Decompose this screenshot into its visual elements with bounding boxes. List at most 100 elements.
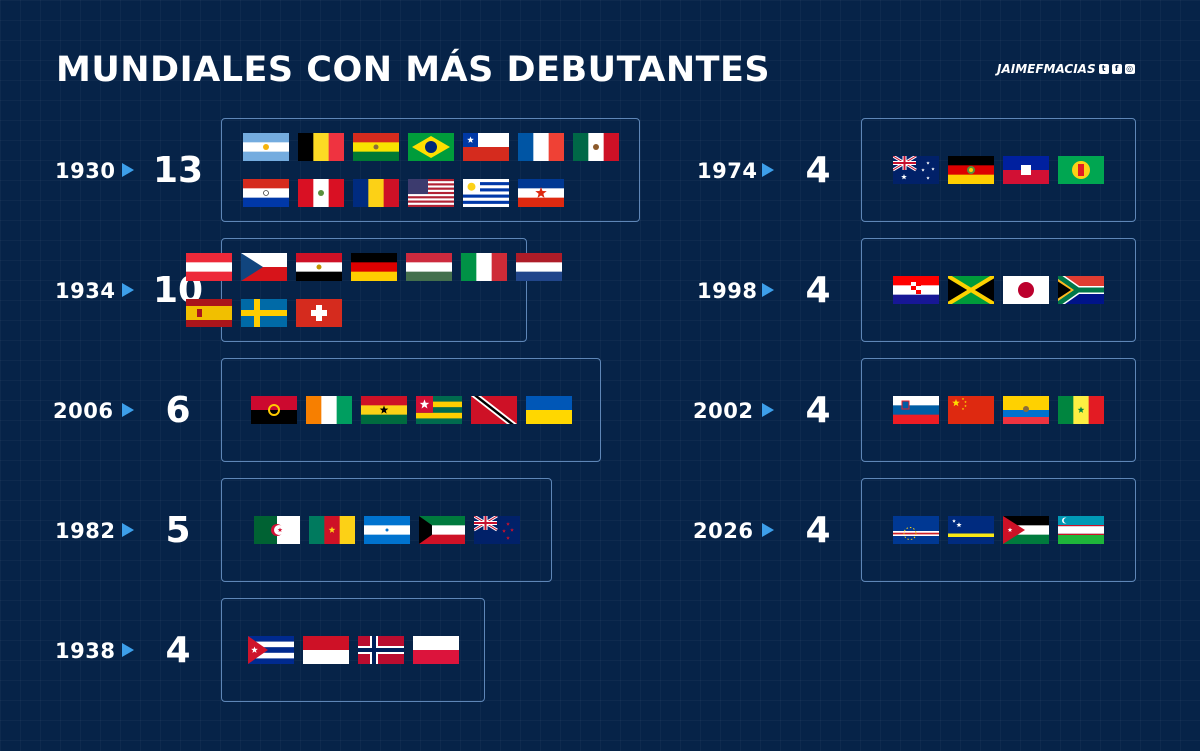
flag-curacao-icon (948, 516, 994, 544)
flag-bolivia-icon (353, 133, 399, 161)
debutant-count: 4 (805, 150, 831, 191)
flag-brazil-icon (408, 133, 454, 161)
flags-box (861, 358, 1136, 462)
year-label: 1982 (55, 519, 116, 543)
flag-romania-icon (353, 179, 399, 207)
arrow-right-icon (122, 403, 134, 417)
year-label: 1930 (55, 159, 116, 183)
flag-haiti-icon (1003, 156, 1049, 184)
flags-box (861, 478, 1136, 582)
year-label: 2006 (53, 399, 114, 423)
flag-uruguay-icon (463, 179, 509, 207)
flag-france-icon (518, 133, 564, 161)
flag-ivory-coast-icon (306, 396, 352, 424)
flags-box (221, 598, 485, 702)
flag-ecuador-icon (1003, 396, 1049, 424)
flag-croatia-icon (893, 276, 939, 304)
flag-angola-icon (251, 396, 297, 424)
year-row-2026: 2026 4 (0, 478, 1200, 584)
flag-trinidad-tobago-icon (471, 396, 517, 424)
flag-china-icon (948, 396, 994, 424)
flag-usa-icon (408, 179, 454, 207)
year-label: 2002 (693, 399, 754, 423)
debutant-count: 13 (152, 150, 204, 191)
flag-kuwait-icon (419, 516, 465, 544)
flag-hungary-icon (406, 253, 452, 281)
flag-chile-icon (463, 133, 509, 161)
flag-new-zealand-icon (474, 516, 520, 544)
flag-argentina-icon (243, 133, 289, 161)
debutant-count: 4 (805, 270, 831, 311)
year-row-2006: 2006 6 (0, 358, 1200, 464)
flags-box (221, 358, 601, 462)
flag-netherlands-icon (516, 253, 562, 281)
flags-box (221, 118, 640, 222)
flags-box (861, 238, 1136, 342)
arrow-right-icon (762, 163, 774, 177)
arrow-right-icon (762, 523, 774, 537)
year-row-1930: 1930 13 (0, 118, 1200, 224)
year-row-1938: 1938 4 (0, 598, 1200, 704)
flag-austria-icon (186, 253, 232, 281)
year-label: 1974 (697, 159, 758, 183)
brand-name: JAIMEFMACIAS (997, 62, 1096, 76)
year-label: 1998 (697, 279, 758, 303)
arrow-right-icon (122, 643, 134, 657)
flag-honduras-icon (364, 516, 410, 544)
flag-jamaica-icon (948, 276, 994, 304)
arrow-right-icon (122, 523, 134, 537)
page-title: MUNDIALES CON MÁS DEBUTANTES (56, 50, 771, 90)
instagram-icon[interactable]: ◎ (1124, 64, 1135, 74)
flag-yugoslavia-icon (518, 179, 564, 207)
debutant-count: 4 (805, 510, 831, 551)
flag-cameroon-icon (309, 516, 355, 544)
flag-slovenia-icon (893, 396, 939, 424)
year-row-2002: 2002 4 (0, 358, 1200, 464)
flag-south-africa-icon (1058, 276, 1104, 304)
year-row-1934: 1934 10 (0, 238, 1200, 344)
year-row-1998: 1998 4 (0, 238, 1200, 344)
arrow-right-icon (122, 283, 134, 297)
year-label: 1934 (55, 279, 116, 303)
flag-germany-icon (351, 253, 397, 281)
flag-switzerland-icon (296, 299, 342, 327)
flag-cape-verde-icon (893, 516, 939, 544)
debutant-count: 4 (165, 630, 191, 671)
arrow-right-icon (122, 163, 134, 177)
flag-spain-icon (186, 299, 232, 327)
arrow-right-icon (762, 283, 774, 297)
flag-czechoslovakia-icon (241, 253, 287, 281)
flag-belgium-icon (298, 133, 344, 161)
twitter-icon[interactable]: t (1098, 64, 1109, 74)
flag-togo-icon (416, 396, 462, 424)
flag-australia-icon (893, 156, 939, 184)
brand: JAIMEFMACIAS t f ◎ (997, 62, 1135, 76)
flag-peru-icon (298, 179, 344, 207)
flag-egypt-icon (296, 253, 342, 281)
flag-algeria-icon (254, 516, 300, 544)
flags-box (861, 118, 1136, 222)
flag-japan-icon (1003, 276, 1049, 304)
flag-ghana-icon (361, 396, 407, 424)
year-row-1982: 1982 5 (0, 478, 1200, 584)
flag-norway-icon (358, 636, 404, 664)
flag-cuba-icon (248, 636, 294, 664)
debutant-count: 4 (805, 390, 831, 431)
facebook-icon[interactable]: f (1111, 64, 1122, 74)
year-label: 1938 (55, 639, 116, 663)
flag-senegal-icon (1058, 396, 1104, 424)
debutant-count: 5 (165, 510, 191, 551)
flag-uzbekistan-icon (1058, 516, 1104, 544)
year-row-1974: 1974 4 (0, 118, 1200, 224)
flag-mexico-icon (573, 133, 619, 161)
flag-poland-icon (413, 636, 459, 664)
arrow-right-icon (762, 403, 774, 417)
flag-indonesia-icon (303, 636, 349, 664)
flag-ukraine-icon (526, 396, 572, 424)
flag-italy-icon (461, 253, 507, 281)
flags-box (186, 238, 562, 342)
flag-jordan-icon (1003, 516, 1049, 544)
flag-sweden-icon (241, 299, 287, 327)
year-label: 2026 (693, 519, 754, 543)
flags-box (221, 478, 552, 582)
